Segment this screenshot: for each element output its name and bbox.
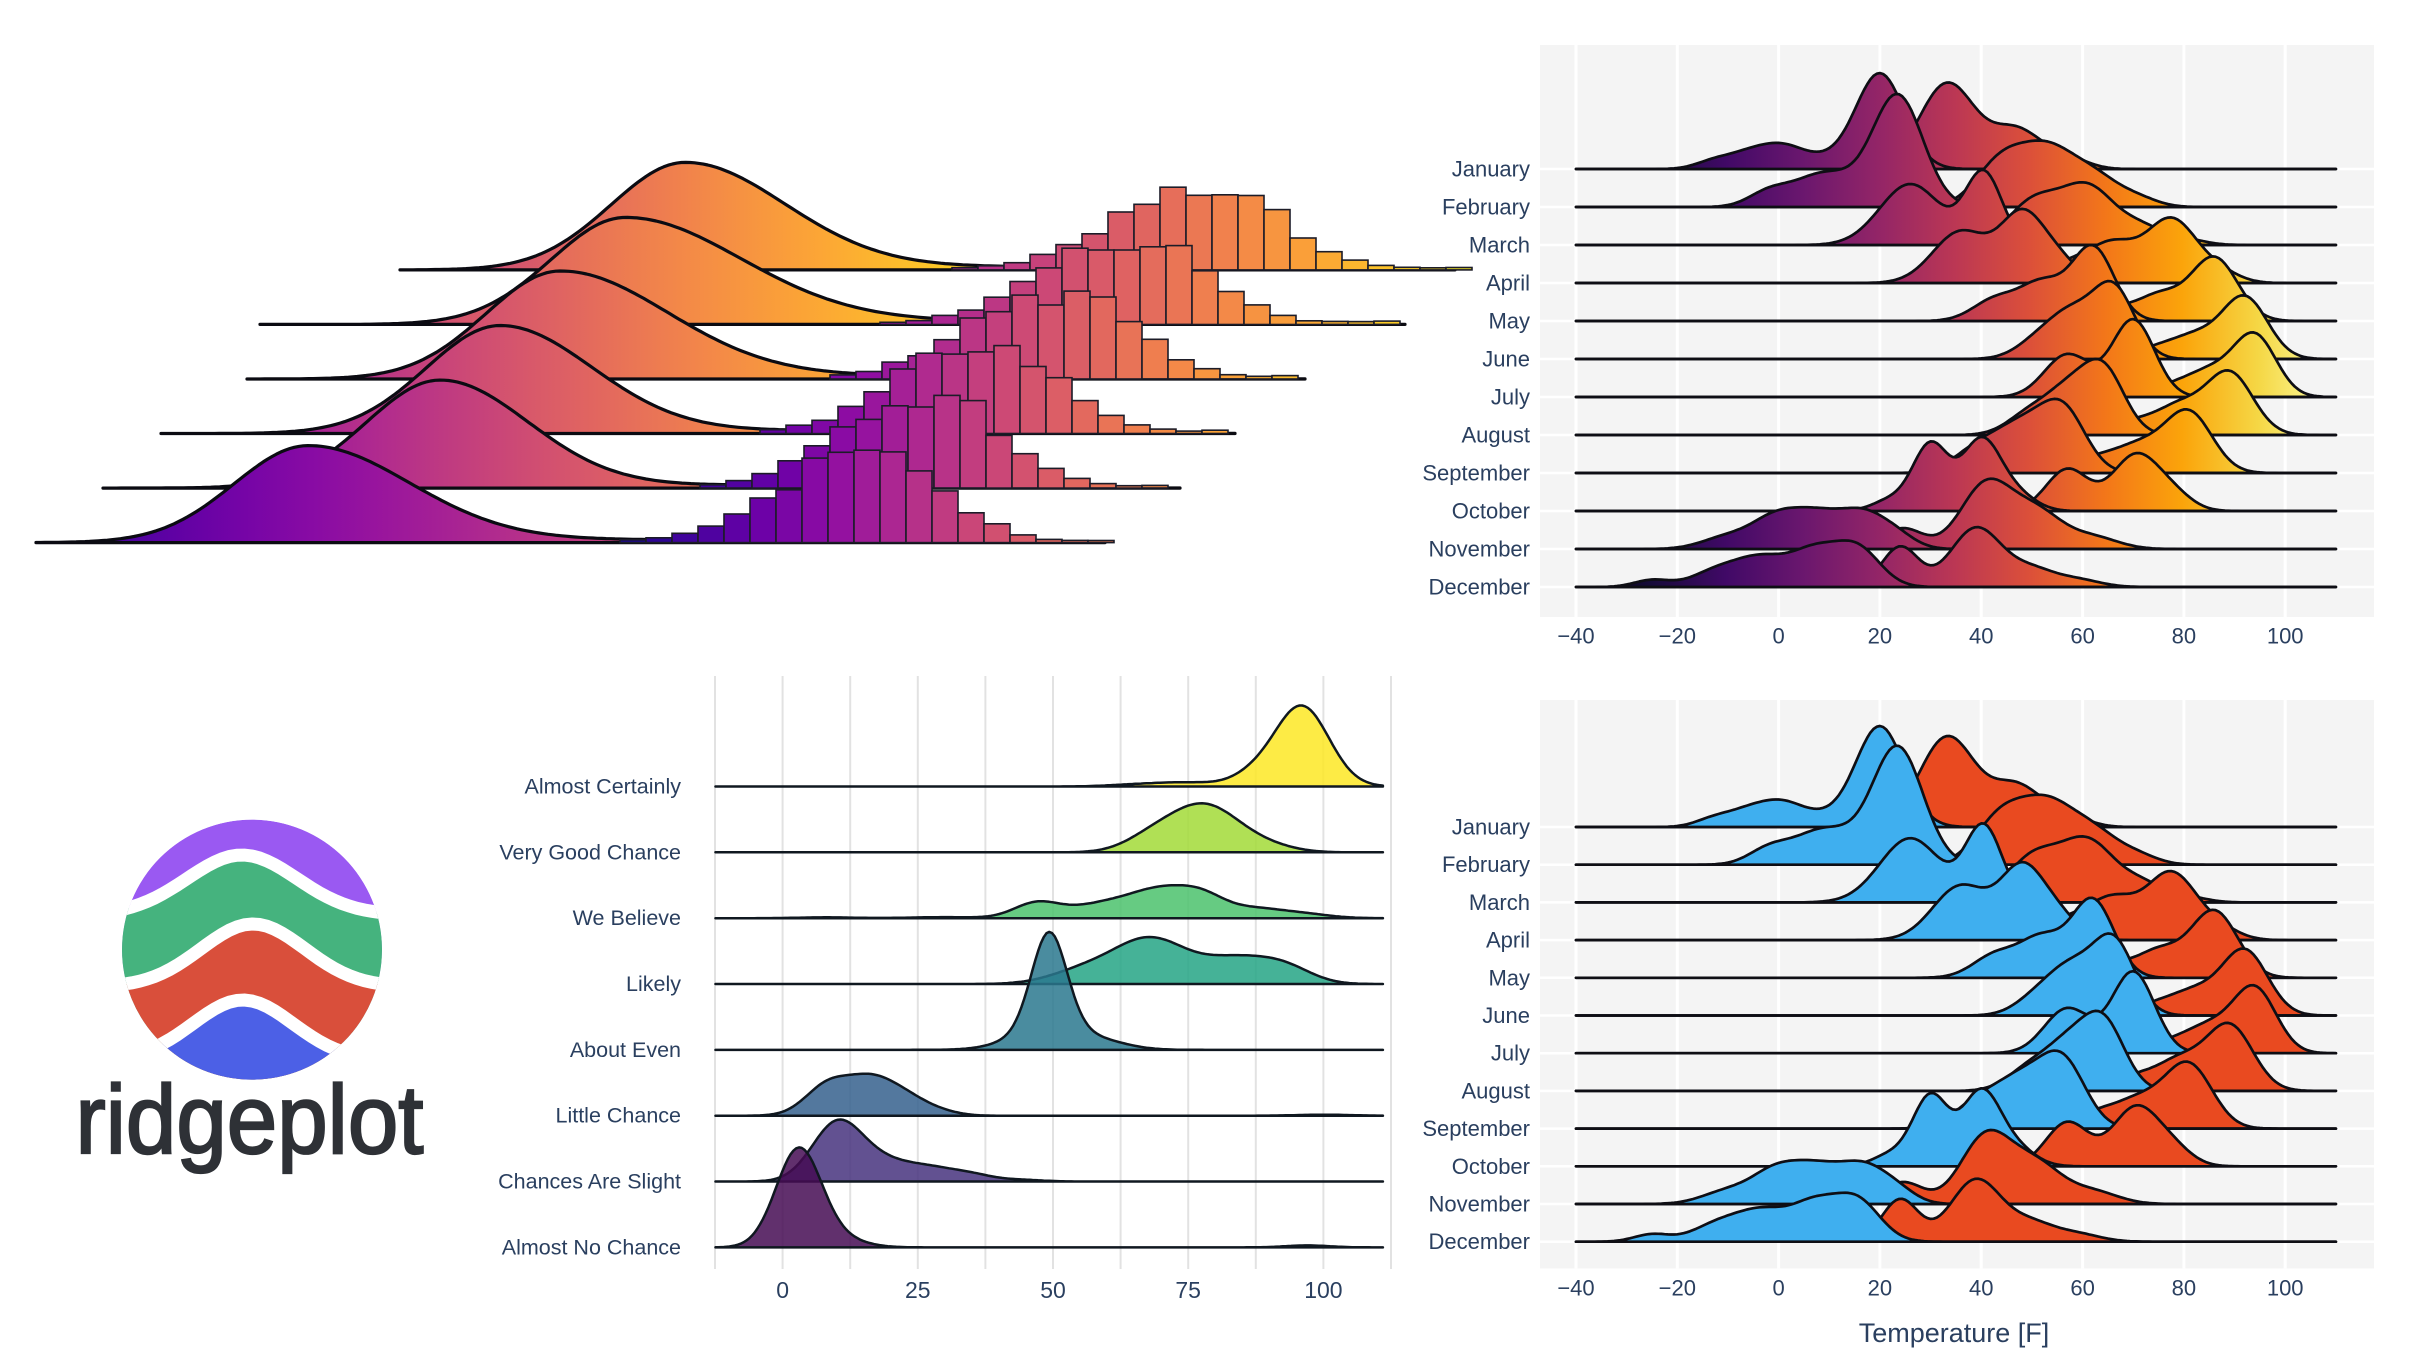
svg-text:ridgeplot: ridgeplot (76, 1065, 424, 1174)
svg-text:March: March (1469, 890, 1530, 915)
svg-text:August: August (1462, 1078, 1531, 1103)
svg-text:20: 20 (1868, 624, 1892, 649)
svg-text:September: September (1422, 461, 1530, 486)
svg-text:40: 40 (1969, 624, 1993, 649)
svg-text:June: June (1482, 347, 1530, 372)
svg-text:January: January (1452, 157, 1530, 182)
svg-text:September: September (1422, 1116, 1530, 1141)
svg-text:Almost Certainly: Almost Certainly (524, 775, 681, 799)
svg-text:April: April (1486, 271, 1530, 296)
svg-text:October: October (1452, 499, 1530, 524)
svg-text:January: January (1452, 815, 1530, 840)
svg-text:100: 100 (1304, 1277, 1342, 1303)
svg-text:0: 0 (1772, 1276, 1784, 1301)
svg-text:−20: −20 (1659, 1276, 1696, 1301)
svg-text:February: February (1442, 852, 1530, 877)
svg-text:March: March (1469, 233, 1530, 258)
svg-text:December: December (1429, 1229, 1530, 1254)
svg-text:July: July (1491, 385, 1530, 410)
svg-text:Very Good Chance: Very Good Chance (499, 840, 681, 864)
svg-text:May: May (1488, 965, 1530, 990)
svg-text:Temperature [F]: Temperature [F] (1859, 1318, 2050, 1348)
svg-text:40: 40 (1969, 1276, 1993, 1301)
svg-text:75: 75 (1175, 1277, 1201, 1303)
svg-text:November: November (1429, 537, 1530, 562)
svg-text:80: 80 (2172, 624, 2196, 649)
svg-text:April: April (1486, 928, 1530, 953)
svg-text:60: 60 (2070, 624, 2094, 649)
svg-text:May: May (1488, 309, 1530, 334)
svg-text:50: 50 (1040, 1277, 1066, 1303)
svg-text:100: 100 (2267, 624, 2304, 649)
svg-text:About Even: About Even (570, 1038, 681, 1062)
svg-text:0: 0 (776, 1277, 789, 1303)
svg-text:80: 80 (2172, 1276, 2196, 1301)
svg-text:Almost No Chance: Almost No Chance (502, 1235, 681, 1259)
svg-text:−20: −20 (1659, 624, 1696, 649)
svg-text:−40: −40 (1557, 1276, 1594, 1301)
svg-text:November: November (1429, 1192, 1530, 1217)
svg-text:Little Chance: Little Chance (556, 1104, 682, 1128)
svg-text:100: 100 (2267, 1276, 2304, 1301)
svg-text:20: 20 (1868, 1276, 1892, 1301)
svg-text:We Believe: We Believe (573, 906, 681, 930)
svg-text:60: 60 (2070, 1276, 2094, 1301)
svg-text:June: June (1482, 1003, 1530, 1028)
svg-text:0: 0 (1772, 624, 1784, 649)
svg-text:August: August (1462, 423, 1531, 448)
svg-text:October: October (1452, 1154, 1530, 1179)
svg-text:25: 25 (905, 1277, 931, 1303)
svg-text:December: December (1429, 575, 1530, 600)
svg-text:Likely: Likely (626, 972, 681, 996)
svg-text:July: July (1491, 1041, 1530, 1066)
svg-text:February: February (1442, 195, 1530, 220)
svg-text:Chances Are Slight: Chances Are Slight (498, 1170, 681, 1194)
svg-text:−40: −40 (1557, 624, 1594, 649)
